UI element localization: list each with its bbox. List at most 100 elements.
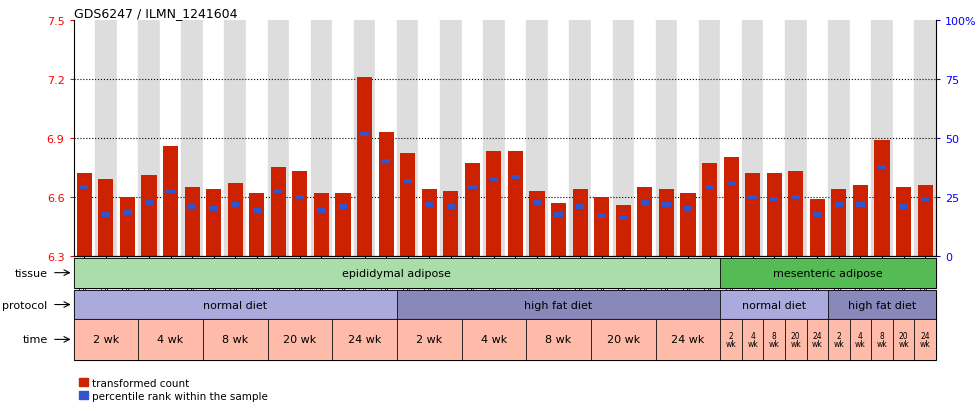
Bar [512, 176, 519, 180]
Bar [382, 160, 390, 164]
Bar [145, 201, 153, 205]
Bar [555, 213, 563, 217]
Text: 20 wk: 20 wk [283, 335, 317, 344]
Bar [397, 21, 418, 256]
Bar [727, 181, 735, 185]
Bar [766, 173, 782, 256]
Bar [785, 319, 807, 361]
Bar [857, 203, 864, 207]
Bar [788, 172, 804, 256]
Bar [637, 188, 653, 256]
Bar [656, 319, 720, 361]
Bar [181, 21, 203, 256]
Bar [641, 201, 649, 205]
Bar [706, 185, 713, 190]
Bar [95, 21, 117, 256]
Bar [486, 152, 502, 256]
Bar [914, 21, 936, 256]
Bar [770, 197, 778, 201]
Text: 20
wk: 20 wk [899, 331, 908, 348]
Bar [462, 21, 483, 256]
Text: GDS6247 / ILMN_1241604: GDS6247 / ILMN_1241604 [74, 7, 237, 19]
Bar [361, 132, 368, 137]
Bar [246, 21, 268, 256]
Bar [831, 189, 847, 256]
Text: high fat diet: high fat diet [848, 300, 916, 310]
Text: 2
wk: 2 wk [834, 331, 844, 348]
Bar [418, 21, 440, 256]
Bar [917, 185, 933, 256]
Bar [878, 166, 886, 170]
Text: 2 wk: 2 wk [93, 335, 119, 344]
Bar [807, 21, 828, 256]
Text: normal diet: normal diet [742, 300, 807, 310]
Bar [591, 319, 656, 361]
Bar [397, 290, 720, 320]
Text: 24
wk: 24 wk [812, 331, 822, 348]
Bar [102, 213, 110, 217]
Bar [742, 21, 763, 256]
Bar [397, 319, 462, 361]
Bar [167, 189, 174, 193]
Bar [375, 21, 397, 256]
Bar [335, 193, 351, 256]
Text: 24
wk: 24 wk [920, 331, 930, 348]
Bar [813, 213, 821, 217]
Bar [828, 290, 936, 320]
Bar [835, 203, 843, 207]
Bar [569, 21, 591, 256]
Text: 4
wk: 4 wk [748, 331, 758, 348]
Bar [720, 258, 936, 288]
Bar [203, 319, 268, 361]
Text: 20 wk: 20 wk [607, 335, 640, 344]
Bar [74, 319, 138, 361]
Bar [421, 189, 437, 256]
Bar [662, 203, 670, 207]
Bar [598, 215, 606, 219]
Bar [853, 185, 868, 256]
Bar [268, 319, 332, 361]
Bar [850, 21, 871, 256]
Bar [447, 205, 455, 209]
Bar [462, 319, 526, 361]
Text: 4
wk: 4 wk [856, 331, 865, 348]
Text: protocol: protocol [2, 300, 48, 310]
Bar [227, 183, 243, 256]
Bar [612, 21, 634, 256]
Bar [224, 21, 246, 256]
Bar [763, 21, 785, 256]
Bar [120, 197, 135, 256]
Bar [74, 290, 397, 320]
Bar [123, 211, 131, 215]
Bar [468, 185, 476, 190]
Bar [828, 21, 850, 256]
Bar [677, 21, 699, 256]
Bar [98, 180, 114, 256]
Bar [163, 146, 178, 256]
Bar [117, 21, 138, 256]
Bar [551, 203, 566, 256]
Bar [332, 21, 354, 256]
Bar [425, 203, 433, 207]
Bar [619, 217, 627, 221]
Bar [723, 158, 739, 256]
Bar [318, 209, 325, 213]
Bar [572, 189, 588, 256]
Bar [591, 21, 612, 256]
Bar [896, 188, 911, 256]
Bar [138, 21, 160, 256]
Bar [184, 188, 200, 256]
Bar [742, 319, 763, 361]
Bar [871, 319, 893, 361]
Bar [268, 21, 289, 256]
Bar [871, 21, 893, 256]
Bar [253, 209, 261, 213]
Bar [749, 195, 757, 199]
Bar [483, 21, 505, 256]
Text: 4 wk: 4 wk [158, 335, 183, 344]
Text: 4 wk: 4 wk [481, 335, 507, 344]
Bar [576, 205, 584, 209]
Text: 24 wk: 24 wk [348, 335, 381, 344]
Bar [332, 319, 397, 361]
Bar [206, 189, 221, 256]
